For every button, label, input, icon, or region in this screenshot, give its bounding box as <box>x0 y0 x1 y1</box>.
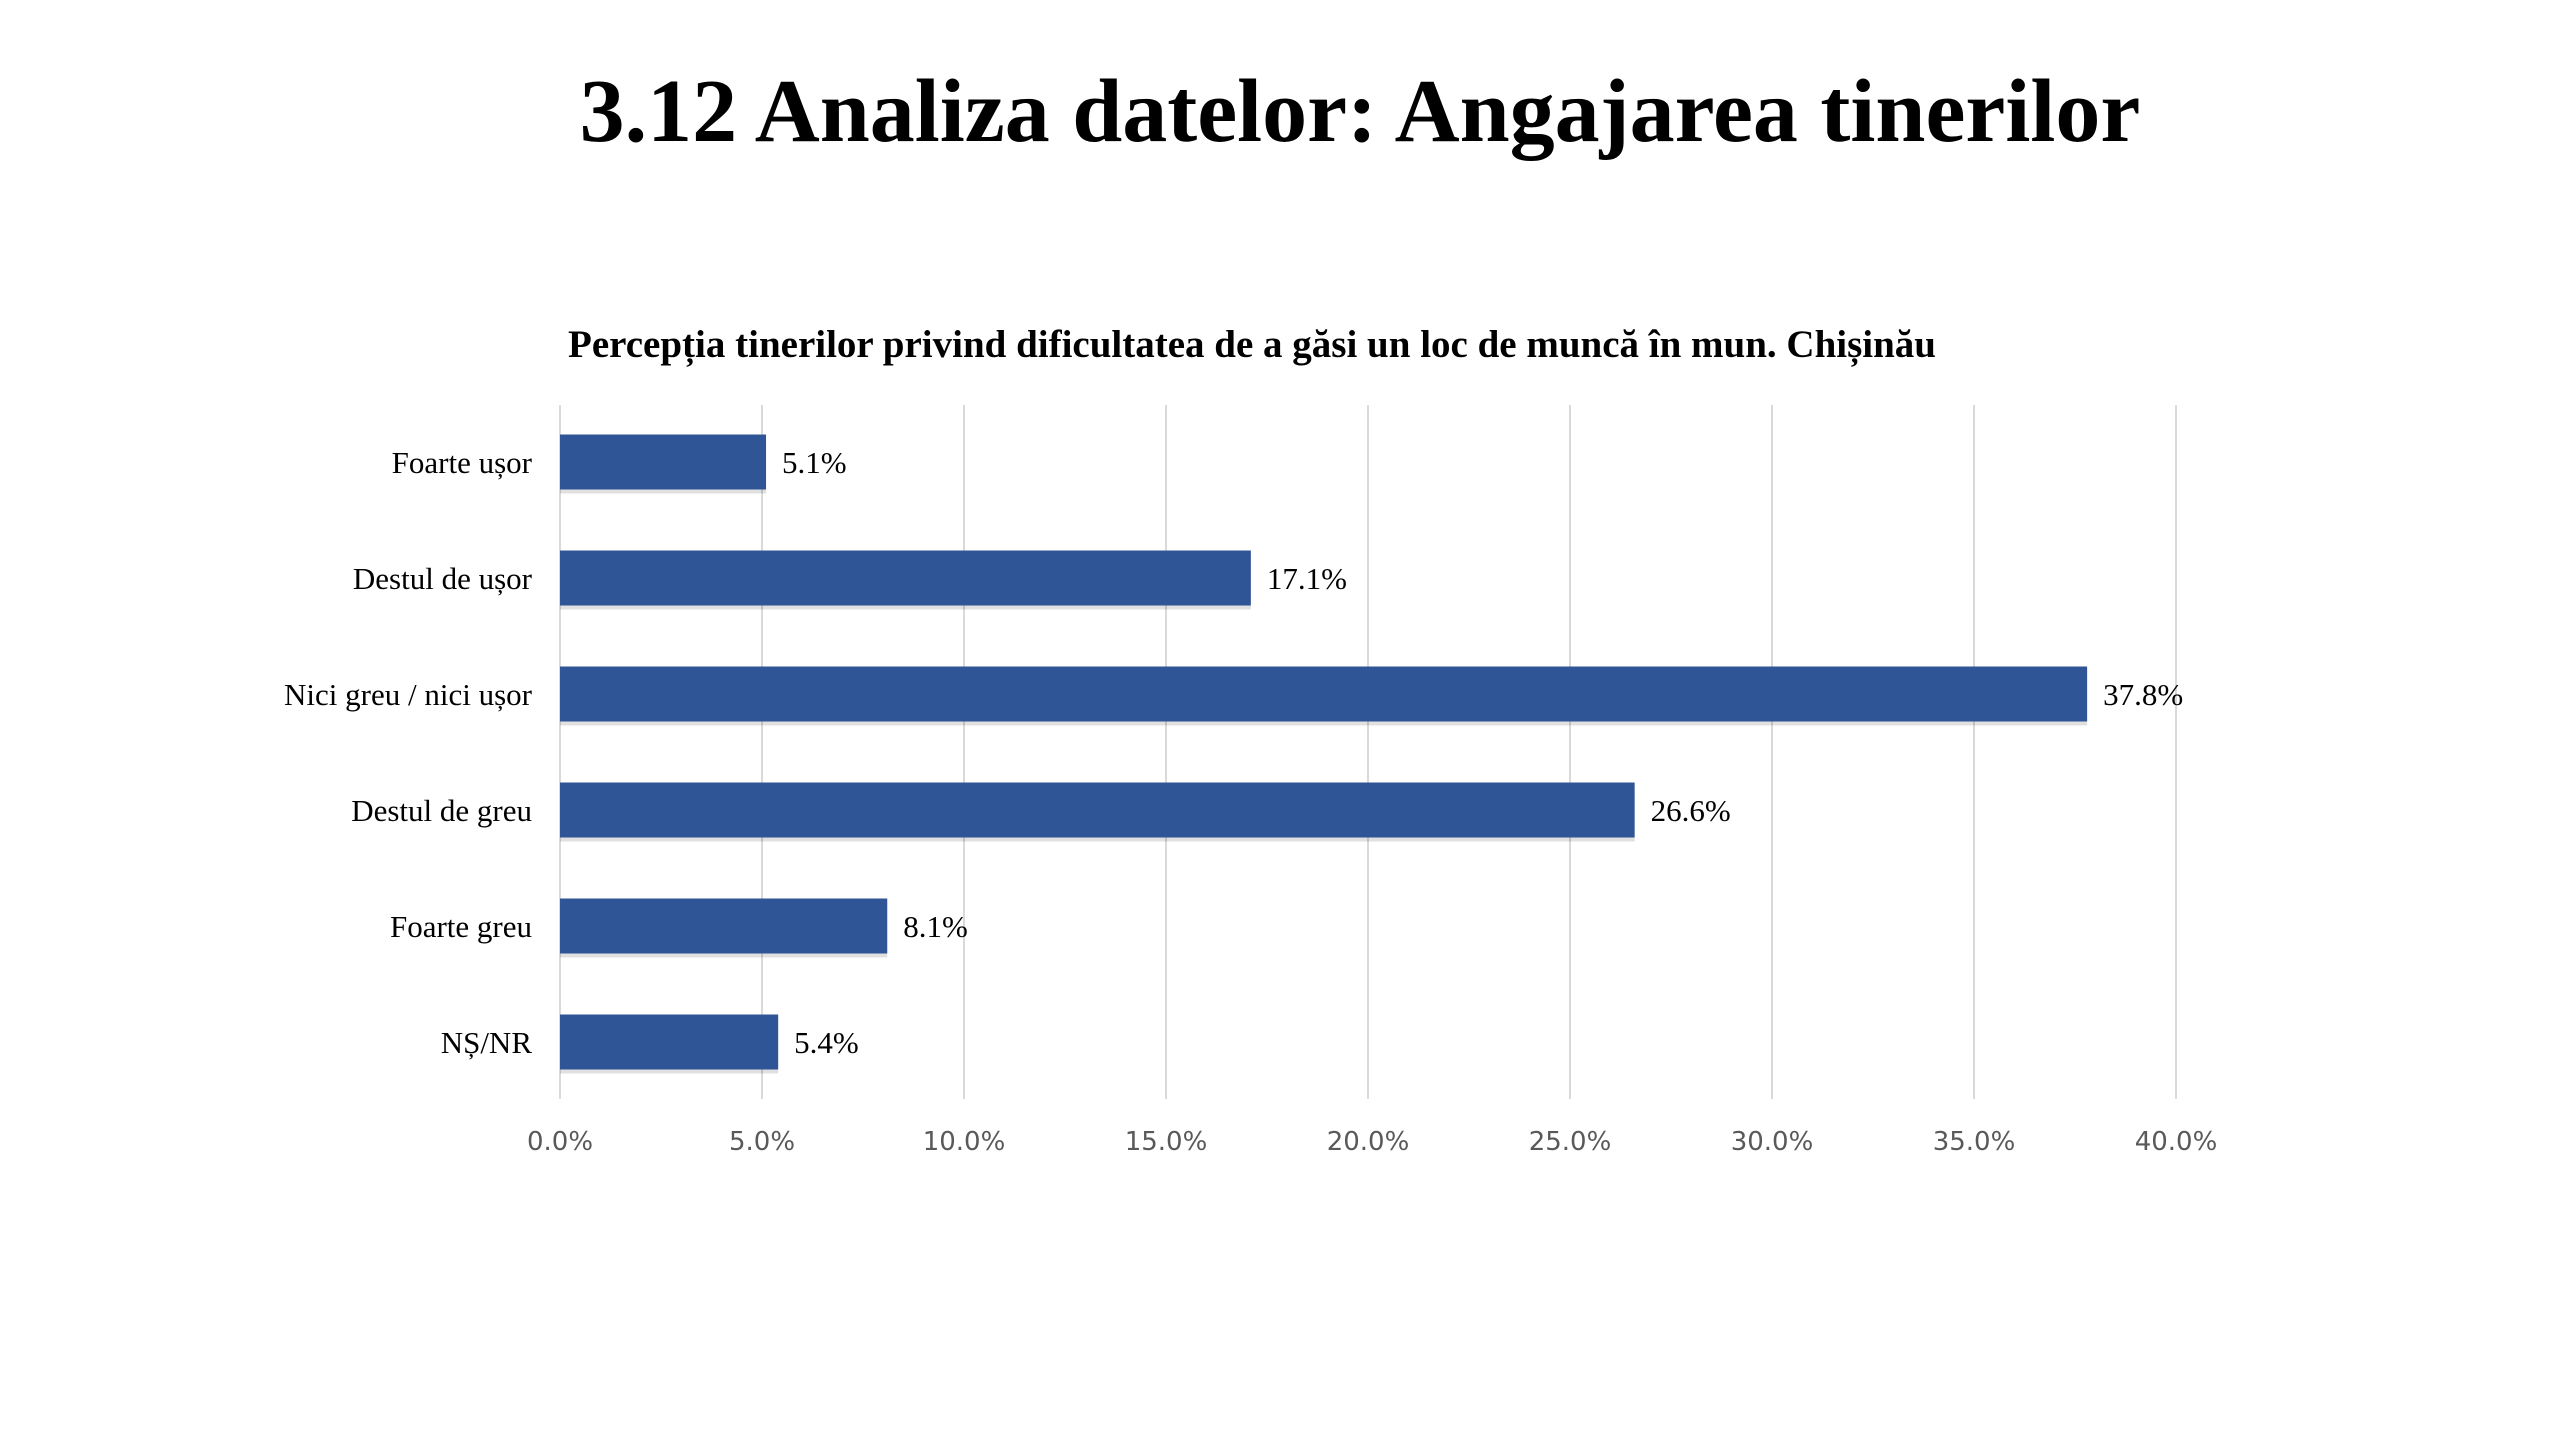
category-label: Foarte ușor <box>392 445 533 480</box>
data-label: 17.1% <box>1267 561 1347 596</box>
bar <box>560 898 888 954</box>
x-tick-label: 40.0% <box>2135 1127 2218 1157</box>
x-tick-label: 10.0% <box>923 1127 1006 1157</box>
data-label: 5.4% <box>794 1025 859 1060</box>
slide-title: 3.12 Analiza datelor: Angajarea tinerilo… <box>579 62 2141 161</box>
chart-title: Percepția tinerilor privind dificultatea… <box>568 323 1936 366</box>
data-label: 5.1% <box>782 445 847 480</box>
bar <box>560 666 2088 722</box>
bar <box>560 550 1251 606</box>
bar <box>560 782 1635 838</box>
x-tick-label: 15.0% <box>1125 1127 1208 1157</box>
bar <box>560 1014 779 1070</box>
category-label: Destul de greu <box>351 793 532 828</box>
x-tick-label: 20.0% <box>1327 1127 1410 1157</box>
x-tick-label: 0.0% <box>527 1127 593 1157</box>
category-label: NȘ/NR <box>441 1025 533 1060</box>
category-label: Nici greu / nici ușor <box>284 677 533 712</box>
x-tick-label: 35.0% <box>1933 1127 2016 1157</box>
category-label: Destul de ușor <box>353 561 533 596</box>
x-tick-label: 25.0% <box>1529 1127 1612 1157</box>
bar <box>560 434 767 490</box>
data-label: 26.6% <box>1651 793 1731 828</box>
x-tick-label: 5.0% <box>729 1127 795 1157</box>
data-label: 37.8% <box>2103 677 2183 712</box>
x-tick-label: 30.0% <box>1731 1127 1814 1157</box>
category-label: Foarte greu <box>390 909 532 944</box>
data-label: 8.1% <box>903 909 968 944</box>
